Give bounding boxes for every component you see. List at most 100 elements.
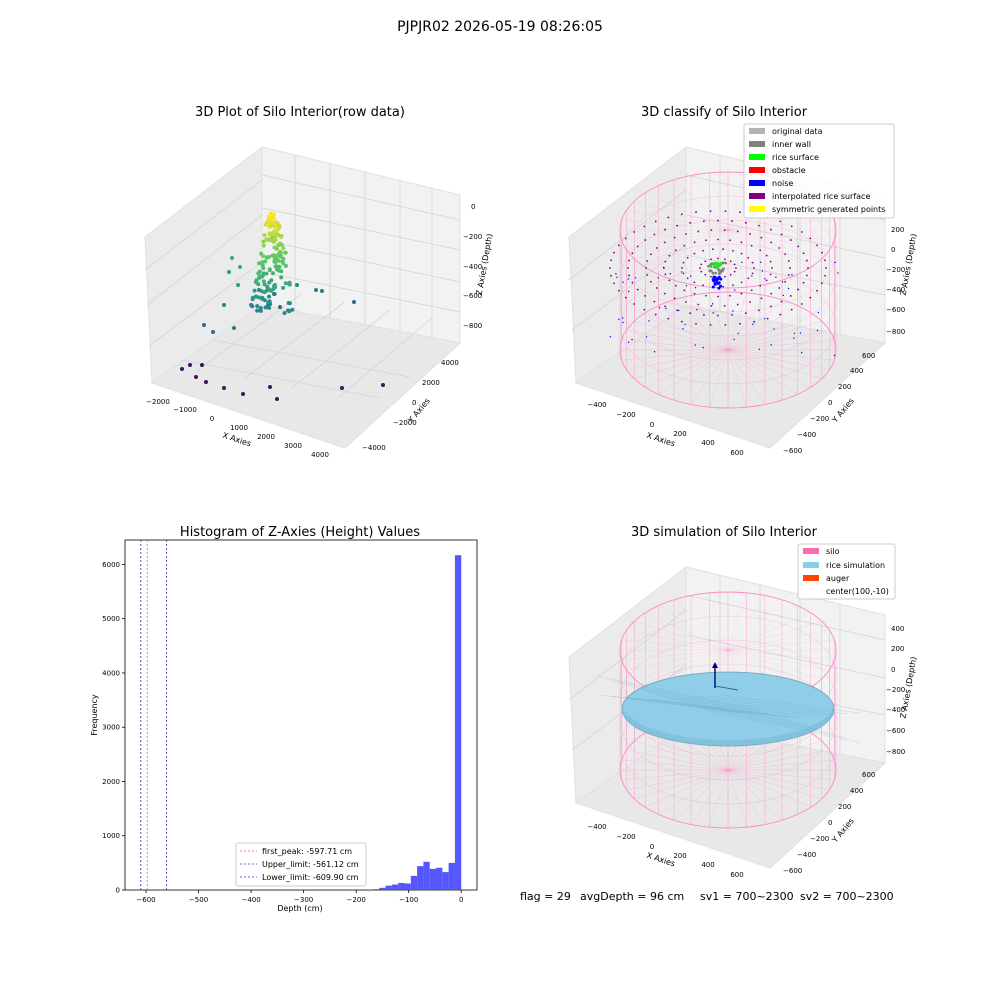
p1-point <box>262 233 267 238</box>
p4-auger <box>712 662 739 691</box>
p2-interpolated-point <box>809 296 812 299</box>
p2-interpolated-point <box>807 267 809 269</box>
silo-floor-spoke <box>727 349 830 371</box>
p2-interpolated-point <box>797 288 800 291</box>
silo-floor-spoke <box>673 299 729 351</box>
silo-floor-spoke <box>727 349 798 395</box>
rice-mesh-line <box>611 695 753 715</box>
p4-pane-floor <box>574 724 887 869</box>
p1-point <box>340 386 344 390</box>
p2-interpolated-point <box>624 296 627 299</box>
status-sv1: sv1 = 700~2300 <box>700 890 794 903</box>
p2-ztick: −200 <box>886 266 905 274</box>
p1-point <box>258 308 263 313</box>
p2-noise-point <box>732 310 734 312</box>
legend-swatch <box>749 154 765 160</box>
p4-ytick: 0 <box>828 819 832 827</box>
p2-interpolated-point <box>802 281 805 284</box>
p2-xlabel: X Axies <box>645 431 676 449</box>
p2-interpolated-point <box>779 220 782 223</box>
p2-ztick: 200 <box>891 226 904 234</box>
auger-arm <box>714 685 739 691</box>
hist-bar <box>385 885 392 890</box>
p4-legend: silo rice simulation auger center(100,-1… <box>797 543 896 600</box>
p2-noise-point <box>696 308 698 311</box>
p1-point <box>261 254 266 259</box>
p2-interpolated-point <box>729 294 731 297</box>
p2-interpolated-point <box>740 281 743 284</box>
rice-mesh-line <box>695 696 837 716</box>
p1-point <box>279 275 284 280</box>
p2-interpolated-point <box>816 244 818 247</box>
p2-interpolated-point <box>710 258 713 261</box>
silo-top-spoke <box>709 172 729 231</box>
p4-ztick: 200 <box>891 645 904 653</box>
silo-top-spoke <box>634 649 729 680</box>
p1-ylabel: Y Axies <box>406 396 432 425</box>
p2-xtick: 600 <box>730 449 743 457</box>
p2-interpolated-point <box>733 270 736 273</box>
p2-wall-point <box>718 269 721 272</box>
silo-floor-spoke <box>658 769 729 815</box>
p1-point <box>264 221 269 226</box>
rice-mesh-line <box>683 697 825 717</box>
p2-pane-floor <box>574 304 887 449</box>
p2-interpolated-point <box>800 231 803 233</box>
silo-floor-spoke <box>645 312 729 351</box>
p2-interpolated-point <box>649 280 652 283</box>
p1-point <box>266 214 271 219</box>
silo-floor-spoke <box>690 769 729 825</box>
silo-floor-spoke <box>727 349 783 401</box>
p1-point <box>283 263 288 268</box>
silo-top-spoke <box>658 229 729 275</box>
p2-noise-point <box>764 278 766 280</box>
p2-interpolated-point <box>770 292 773 295</box>
silo-floor-spoke <box>634 769 729 800</box>
silo-floor-spoke <box>727 749 830 771</box>
p1-point <box>188 363 192 367</box>
p2-interpolated-point <box>709 210 712 213</box>
p2-noise-point <box>791 274 793 276</box>
p2-legend: original data inner wall rice surface ob… <box>743 123 895 219</box>
p2-ylabel: Y Axies <box>830 396 856 425</box>
status-sv2: sv2 = 700~2300 <box>800 890 894 903</box>
p1-point <box>352 300 356 304</box>
p2-interpolated-point <box>736 230 739 233</box>
p1-xtick: 2000 <box>257 433 275 441</box>
p1-point <box>232 326 236 330</box>
p1-point <box>194 375 198 379</box>
panel2-title: 3D classify of Silo Interior <box>641 105 808 120</box>
p2-interpolated-point <box>784 253 787 256</box>
p1-point <box>255 308 260 313</box>
p2-interpolated-point <box>618 244 620 247</box>
rice-mesh-line <box>671 698 813 718</box>
p4-xtick: −400 <box>587 823 606 831</box>
p2-interpolated-point <box>700 263 703 266</box>
p2-interpolated-point <box>685 301 687 303</box>
p1-point <box>261 243 266 248</box>
rice-mesh-line <box>624 680 745 720</box>
silo-top-spoke <box>621 639 729 651</box>
p2-interpolated-point <box>770 228 772 231</box>
hist-legend-frame <box>235 842 367 887</box>
legend-label: obstacle <box>772 166 806 175</box>
legend-label: inner wall <box>772 140 811 149</box>
p2-interpolated-point <box>705 294 707 297</box>
rice-mesh-line <box>725 701 846 741</box>
p2-noise-point <box>770 344 772 346</box>
legend-label: rice surface <box>772 153 819 162</box>
p1-ztick: 0 <box>471 203 475 211</box>
p1-xlabel: X Axies <box>221 431 252 449</box>
p2-interpolated-point <box>780 233 783 236</box>
p4-xtick: 200 <box>673 852 686 860</box>
p2-interpolated-point <box>805 274 808 277</box>
p2-interpolated-point <box>613 282 615 285</box>
p2-noise-point <box>761 270 764 272</box>
p2-noise-point <box>627 341 630 343</box>
p2-noise-point <box>837 272 839 274</box>
silo-floor-spoke <box>727 292 747 351</box>
p2-noise-point <box>682 328 684 330</box>
p2-noise-point <box>615 273 617 275</box>
p2-interpolated-point <box>609 267 611 269</box>
hist-xtick-label: −100 <box>399 896 418 904</box>
